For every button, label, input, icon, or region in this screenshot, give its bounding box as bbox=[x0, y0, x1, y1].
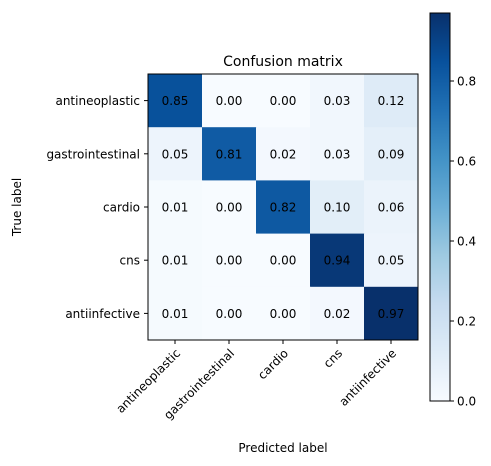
heatmap-cell bbox=[310, 127, 365, 181]
heatmap-cell bbox=[202, 233, 257, 288]
cell-value-label: 0.12 bbox=[378, 94, 405, 108]
colorbar-gradient bbox=[430, 13, 450, 401]
colorbar-tick-label: 0.0 bbox=[457, 395, 476, 409]
cell-value-label: 0.03 bbox=[324, 147, 351, 161]
cell-value-label: 0.02 bbox=[270, 147, 297, 161]
heatmap-cell bbox=[148, 286, 203, 341]
cell-value-label: 0.06 bbox=[378, 201, 405, 215]
chart-title: Confusion matrix bbox=[223, 54, 343, 70]
heatmap-cell bbox=[310, 180, 365, 235]
y-tick-label: cardio bbox=[103, 201, 140, 215]
heatmap-cell bbox=[202, 127, 257, 181]
heatmap-cell bbox=[310, 233, 365, 288]
cell-value-label: 0.05 bbox=[162, 147, 189, 161]
heatmap-cell bbox=[310, 74, 365, 128]
y-tick-label: antiinfective bbox=[65, 307, 140, 321]
cell-value-label: 0.00 bbox=[270, 307, 297, 321]
cell-value-label: 0.01 bbox=[162, 254, 189, 268]
heatmap-cells: 0.85 0.00 0.00 0.03 0.12 0.05 0.81 0.02 0.03 0.09… bbox=[148, 74, 419, 341]
y-axis-label: True label bbox=[10, 178, 24, 237]
colorbar-tick-label: 0.2 bbox=[457, 315, 476, 329]
heatmap-cell bbox=[256, 127, 311, 181]
heatmap-cell bbox=[256, 74, 311, 128]
y-tick-label: gastrointestinal bbox=[46, 147, 140, 161]
heatmap-cell bbox=[364, 286, 419, 341]
y-tick-label: cns bbox=[120, 254, 140, 268]
heatmap-cell bbox=[148, 180, 203, 235]
heatmap-cell bbox=[202, 74, 257, 128]
x-axis-label: Predicted label bbox=[238, 441, 327, 455]
cell-value-label: 0.97 bbox=[378, 307, 405, 321]
cell-value-label: 0.00 bbox=[216, 94, 243, 108]
cell-value-label: 0.01 bbox=[162, 307, 189, 321]
cell-value-label: 0.10 bbox=[324, 201, 351, 215]
cell-value-label: 0.09 bbox=[378, 147, 405, 161]
heatmap-cell bbox=[148, 233, 203, 288]
heatmap-cell bbox=[148, 74, 203, 128]
heatmap-cell bbox=[202, 180, 257, 235]
heatmap-cell bbox=[256, 286, 311, 341]
colorbar-tick-label: 0.8 bbox=[457, 75, 476, 89]
colorbar-frame bbox=[429, 12, 451, 402]
cell-value-label: 0.01 bbox=[162, 201, 189, 215]
heatmap-cell bbox=[148, 127, 203, 181]
heatmap-cell bbox=[364, 127, 419, 181]
cell-value-label: 0.85 bbox=[162, 94, 189, 108]
y-tick-label: antineoplastic bbox=[55, 94, 140, 108]
cell-value-label: 0.94 bbox=[324, 254, 351, 268]
heatmap-cell bbox=[310, 286, 365, 341]
cell-value-label: 0.02 bbox=[324, 307, 351, 321]
heatmap-cell bbox=[364, 180, 419, 235]
heatmap-cell bbox=[364, 233, 419, 288]
cell-value-label: 0.00 bbox=[270, 254, 297, 268]
colorbar: 0.0 0.2 0.4 0.6 0.8 bbox=[429, 12, 476, 409]
heatmap-cell bbox=[256, 233, 311, 288]
cell-value-label: 0.05 bbox=[378, 254, 405, 268]
cell-value-label: 0.00 bbox=[216, 254, 243, 268]
heatmap-cell bbox=[202, 286, 257, 341]
heatmap-cell bbox=[256, 180, 311, 235]
cell-value-label: 0.00 bbox=[270, 94, 297, 108]
heatmap-cell bbox=[364, 74, 419, 128]
cell-value-label: 0.00 bbox=[216, 307, 243, 321]
colorbar-tick-label: 0.6 bbox=[457, 155, 476, 169]
cell-value-label: 0.03 bbox=[324, 94, 351, 108]
y-axis: antineoplastic gastrointestinal cardio cns a… bbox=[46, 94, 148, 321]
cell-value-label: 0.82 bbox=[270, 201, 297, 215]
cell-value-label: 0.81 bbox=[216, 147, 243, 161]
cell-value-label: 0.00 bbox=[216, 201, 243, 215]
colorbar-tick-label: 0.4 bbox=[457, 235, 476, 249]
